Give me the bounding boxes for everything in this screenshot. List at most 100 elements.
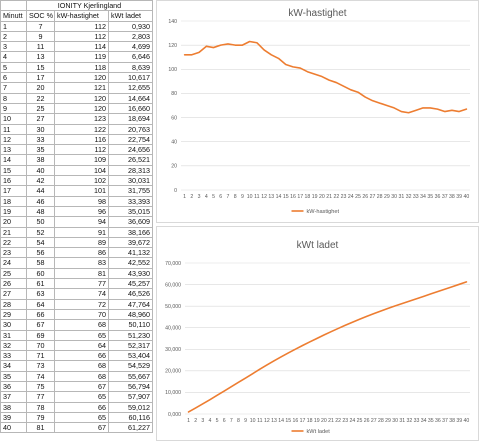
cell-minutt[interactable]: 12 — [0, 133, 27, 146]
cell-kw[interactable]: 118 — [54, 61, 109, 74]
cell-minutt[interactable]: 22 — [0, 236, 27, 249]
cell-kw[interactable]: 120 — [54, 102, 109, 115]
cell-kw[interactable]: 123 — [54, 113, 109, 125]
cell-kwt[interactable]: 26,521 — [108, 154, 153, 166]
cell-kwt[interactable]: 43,930 — [108, 267, 153, 280]
cell-soc[interactable]: 67 — [26, 319, 55, 331]
cell-minutt[interactable]: 2 — [0, 30, 27, 43]
cell-kw[interactable]: 66 — [54, 401, 109, 413]
cell-minutt[interactable]: 36 — [0, 380, 27, 393]
cell-soc[interactable]: 30 — [26, 123, 55, 135]
cell-kw[interactable]: 72 — [54, 298, 109, 310]
cell-soc[interactable]: 79 — [26, 411, 55, 424]
cell-kwt[interactable]: 6,646 — [108, 51, 153, 63]
cell-kwt[interactable]: 42,552 — [108, 257, 153, 269]
empty-cell[interactable] — [0, 0, 27, 12]
chart-kwt-ladet[interactable]: kWt ladet 0,000 10,000 20,000 30,000 40,000 50… — [156, 226, 479, 441]
cell-soc[interactable]: 48 — [26, 205, 55, 218]
cell-kw[interactable]: 94 — [54, 216, 109, 228]
cell-kw[interactable]: 104 — [54, 164, 109, 177]
cell-kwt[interactable]: 35,015 — [108, 205, 153, 218]
cell-kwt[interactable]: 22,754 — [108, 133, 153, 146]
cell-soc[interactable]: 11 — [26, 41, 55, 53]
cell-soc[interactable]: 73 — [26, 360, 55, 372]
cell-minutt[interactable]: 15 — [0, 164, 27, 177]
cell-minutt[interactable]: 13 — [0, 144, 27, 156]
cell-kwt[interactable]: 55,667 — [108, 370, 153, 382]
cell-soc[interactable]: 15 — [26, 61, 55, 74]
cell-soc[interactable]: 46 — [26, 195, 55, 207]
cell-soc[interactable]: 40 — [26, 164, 55, 177]
cell-minutt[interactable]: 6 — [0, 72, 27, 84]
cell-minutt[interactable]: 4 — [0, 51, 27, 63]
cell-kwt[interactable]: 41,132 — [108, 247, 153, 259]
cell-kw[interactable]: 119 — [54, 51, 109, 63]
cell-kwt[interactable]: 60,116 — [108, 411, 153, 424]
cell-soc[interactable]: 27 — [26, 113, 55, 125]
cell-soc[interactable]: 61 — [26, 278, 55, 290]
cell-minutt[interactable]: 14 — [0, 154, 27, 166]
cell-minutt[interactable]: 11 — [0, 123, 27, 135]
cell-kw[interactable]: 70 — [54, 308, 109, 321]
cell-minutt[interactable]: 20 — [0, 216, 27, 228]
cell-kwt[interactable]: 51,230 — [108, 329, 153, 341]
cell-minutt[interactable]: 8 — [0, 92, 27, 104]
cell-kw[interactable]: 102 — [54, 175, 109, 187]
header-minutt[interactable]: Minutt — [0, 10, 27, 22]
cell-kwt[interactable]: 0,930 — [108, 20, 153, 32]
cell-soc[interactable]: 75 — [26, 380, 55, 393]
cell-minutt[interactable]: 19 — [0, 205, 27, 218]
cell-soc[interactable]: 44 — [26, 185, 55, 197]
cell-kwt[interactable]: 24,656 — [108, 144, 153, 156]
cell-kw[interactable]: 98 — [54, 195, 109, 207]
cell-kw[interactable]: 116 — [54, 133, 109, 146]
cell-kwt[interactable]: 57,907 — [108, 391, 153, 403]
cell-minutt[interactable]: 37 — [0, 391, 27, 403]
cell-kwt[interactable]: 46,526 — [108, 288, 153, 300]
cell-kw[interactable]: 96 — [54, 205, 109, 218]
cell-minutt[interactable]: 1 — [0, 20, 27, 32]
cell-minutt[interactable]: 7 — [0, 82, 27, 94]
cell-kw[interactable]: 101 — [54, 185, 109, 197]
cell-kwt[interactable]: 48,960 — [108, 308, 153, 321]
cell-minutt[interactable]: 38 — [0, 401, 27, 413]
cell-minutt[interactable]: 21 — [0, 226, 27, 238]
cell-kwt[interactable]: 20,763 — [108, 123, 153, 135]
cell-minutt[interactable]: 5 — [0, 61, 27, 74]
cell-kw[interactable]: 86 — [54, 247, 109, 259]
cell-kw[interactable]: 66 — [54, 350, 109, 362]
cell-kw[interactable]: 89 — [54, 236, 109, 249]
cell-minutt[interactable]: 40 — [0, 422, 27, 434]
cell-kw[interactable]: 120 — [54, 92, 109, 104]
cell-kw[interactable]: 120 — [54, 72, 109, 84]
cell-soc[interactable]: 22 — [26, 92, 55, 104]
cell-soc[interactable]: 74 — [26, 370, 55, 382]
cell-kwt[interactable]: 53,404 — [108, 350, 153, 362]
cell-soc[interactable]: 66 — [26, 308, 55, 321]
cell-minutt[interactable]: 31 — [0, 329, 27, 341]
cell-kw[interactable]: 112 — [54, 30, 109, 43]
cell-kw[interactable]: 65 — [54, 411, 109, 424]
cell-kwt[interactable]: 52,317 — [108, 339, 153, 352]
cell-kw[interactable]: 112 — [54, 20, 109, 32]
cell-kwt[interactable]: 61,227 — [108, 422, 153, 434]
cell-kw[interactable]: 65 — [54, 391, 109, 403]
cell-soc[interactable]: 13 — [26, 51, 55, 63]
cell-kwt[interactable]: 4,699 — [108, 41, 153, 53]
cell-soc[interactable]: 42 — [26, 175, 55, 187]
chart-kw-hastighet[interactable]: kW-hastighet 0 20 40 60 80 100 120 140 1 2 3 4 5 6 7 8 9 1… — [156, 0, 479, 223]
cell-soc[interactable]: 38 — [26, 154, 55, 166]
cell-kwt[interactable]: 54,529 — [108, 360, 153, 372]
cell-kwt[interactable]: 14,664 — [108, 92, 153, 104]
cell-minutt[interactable]: 33 — [0, 350, 27, 362]
header-kwt[interactable]: kWt ladet — [108, 10, 153, 22]
cell-soc[interactable]: 54 — [26, 236, 55, 249]
cell-kw[interactable]: 112 — [54, 144, 109, 156]
cell-soc[interactable]: 25 — [26, 102, 55, 115]
cell-minutt[interactable]: 10 — [0, 113, 27, 125]
cell-kw[interactable]: 74 — [54, 288, 109, 300]
cell-minutt[interactable]: 34 — [0, 360, 27, 372]
cell-kwt[interactable]: 16,660 — [108, 102, 153, 115]
cell-soc[interactable]: 9 — [26, 30, 55, 43]
cell-soc[interactable]: 69 — [26, 329, 55, 341]
